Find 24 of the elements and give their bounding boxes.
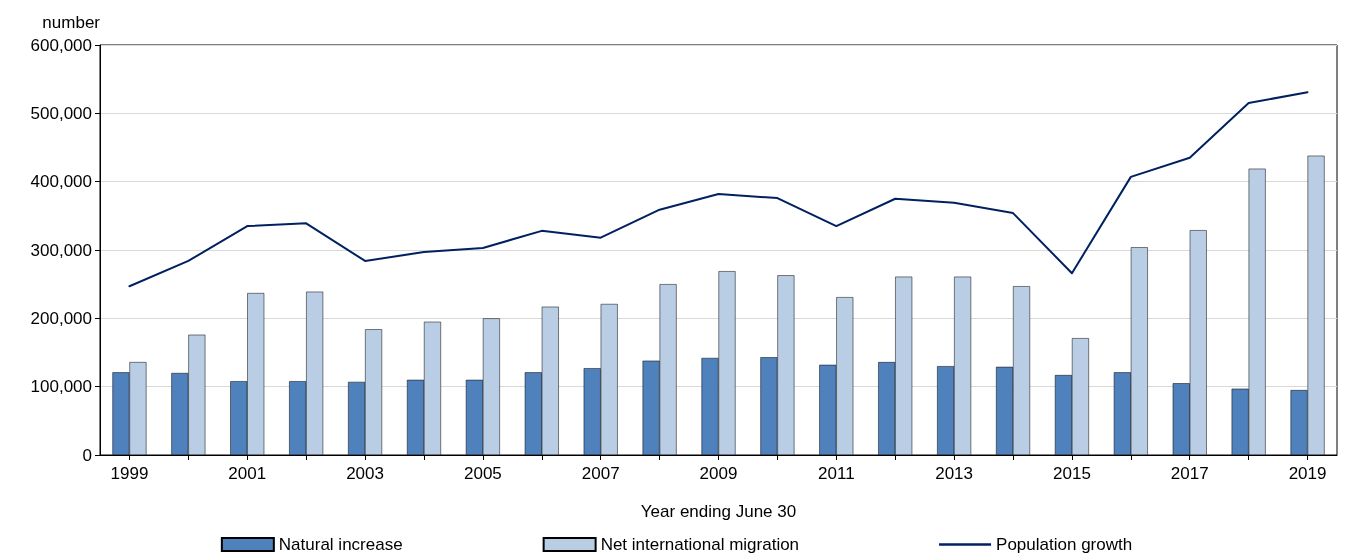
legend-label: Population growth — [996, 535, 1133, 554]
x-tick-label: 1999 — [110, 464, 149, 483]
x-tick-label: 2019 — [1288, 464, 1327, 483]
y-tick-label: 200,000 — [30, 308, 92, 328]
legend-label: Net international migration — [600, 535, 800, 554]
x-axis-title: Year ending June 30 — [640, 502, 797, 521]
x-tick-label: 2013 — [935, 464, 974, 483]
x-tick-label: 2007 — [581, 464, 620, 483]
y-tick-label: 500,000 — [30, 103, 92, 123]
y-tick-label: 0 — [82, 445, 92, 465]
x-tick-label: 2017 — [1170, 464, 1209, 483]
x-tick-label: 2009 — [699, 464, 738, 483]
x-tick-label: 2011 — [818, 464, 855, 483]
y-tick-label: 400,000 — [30, 172, 92, 192]
x-tick-label: 2015 — [1053, 464, 1091, 483]
line-series — [128, 91, 1309, 288]
y-tick-label: 600,000 — [30, 35, 92, 55]
x-tick-label: 2001 — [228, 464, 267, 483]
y-axis-title: number — [42, 13, 101, 32]
x-tick-label: 2005 — [463, 464, 502, 483]
legend-label: Natural increase — [278, 535, 403, 554]
y-tick-label: 300,000 — [30, 240, 92, 260]
y-tick-label: 100,000 — [30, 377, 92, 397]
x-tick-label: 2003 — [346, 464, 384, 483]
